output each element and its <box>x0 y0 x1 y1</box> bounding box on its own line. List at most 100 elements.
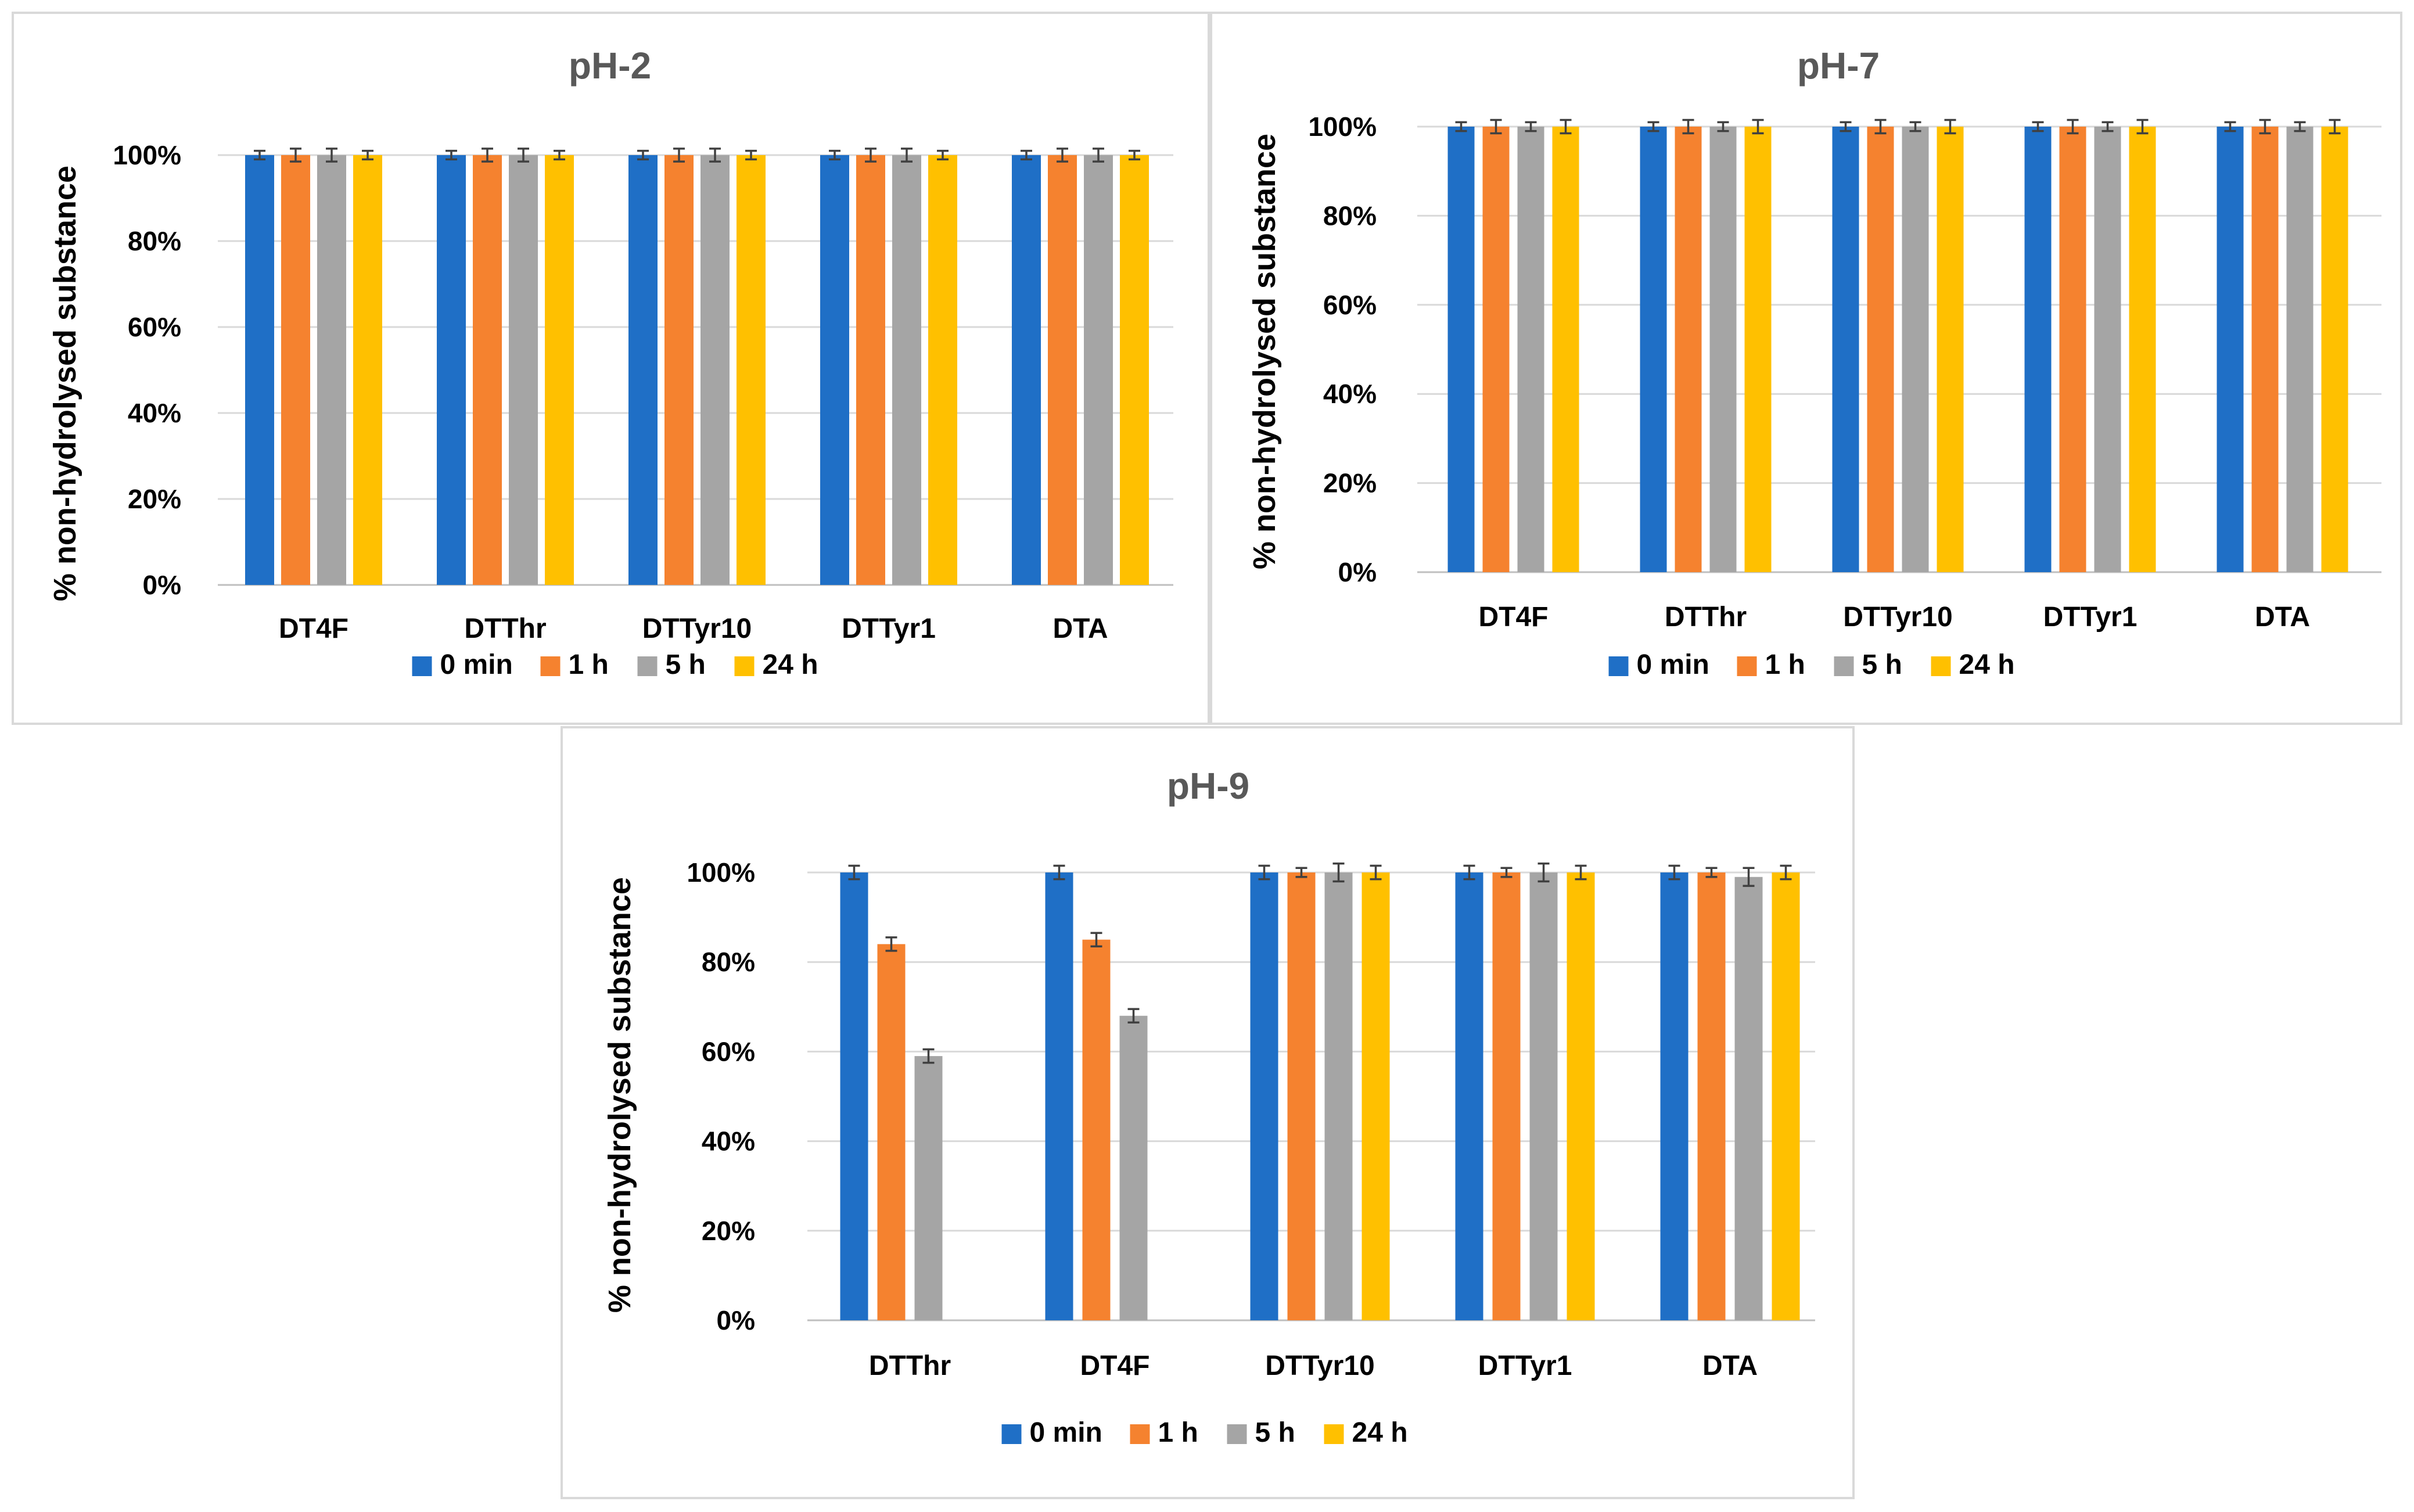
bar-dttyr10-24-h <box>1362 872 1390 1320</box>
chart-panel-ph7: pH-7 % non-hydrolysed substance 0% 20% 40%… <box>1210 12 2402 725</box>
bar-dttyr10-5-h <box>701 155 730 585</box>
x-category-label: DTA <box>1052 613 1108 644</box>
bar-dttyr1-24-h <box>1567 872 1595 1320</box>
bar-dttyr10-5-h <box>1902 127 1929 572</box>
panel-frame <box>561 726 1855 1499</box>
error-bar-dtthr-1-h <box>1682 118 1694 135</box>
legend-swatch <box>1608 656 1629 676</box>
x-category-label: DTTyr10 <box>1265 1351 1375 1381</box>
error-bar-dt4f-1-h <box>1090 932 1102 947</box>
legend-swatch <box>540 656 561 676</box>
x-category-label: DTA <box>1702 1351 1758 1381</box>
legend-item-5-h: 5 h <box>1227 1417 1295 1448</box>
y-tick-label: 40% <box>1323 379 1377 409</box>
x-category-label: DTThr <box>869 1351 951 1381</box>
panel-frame <box>1210 12 2402 725</box>
error-bar-dta-24-h <box>1780 864 1792 881</box>
bar-dta-1-h <box>1697 872 1726 1320</box>
bar-dta-24-h <box>2321 127 2348 572</box>
legend-label: 0 min <box>1030 1417 1102 1448</box>
x-category-label: DTThr <box>1665 602 1747 633</box>
bar-dttyr1-1-h <box>856 155 885 585</box>
bar-dttyr10-0-min <box>1250 872 1278 1320</box>
plot-area: 0% 20% 40% 60% 80% 100% DT4F DTThr DTTyr10 DTTyr1… <box>113 140 1173 644</box>
bar-dttyr1-24-h <box>2129 127 2156 572</box>
error-bar-dttyr10-24-h <box>1944 118 1956 135</box>
bar-dttyr10-24-h <box>1937 127 1964 572</box>
error-bar-dttyr1-0-min <box>2032 121 2044 132</box>
error-bar-dtthr-24-h <box>1752 118 1764 135</box>
error-bar-dtthr-1-h <box>482 148 493 163</box>
error-bar-dtthr-5-h <box>922 1048 935 1064</box>
legend-swatch <box>1130 1424 1150 1444</box>
error-bar-dt4f-0-min <box>1053 864 1065 881</box>
legend-swatch <box>637 656 658 676</box>
error-bar-dttyr1-24-h <box>937 149 949 161</box>
error-bar-dtthr-5-h <box>518 148 529 163</box>
legend-label: 24 h <box>1352 1417 1408 1448</box>
legend-label: 1 h <box>569 649 609 680</box>
bar-dt4f-5-h <box>317 155 346 585</box>
error-bar-dt4f-0-min <box>254 149 265 161</box>
error-bar-dt4f-1-h <box>1490 118 1502 135</box>
legend: 0 min 1 h 5 h 24 h <box>1608 649 2015 680</box>
legend-swatch <box>1324 1424 1344 1444</box>
error-bar-dttyr10-5-h <box>1909 121 1921 132</box>
bar-dt4f-1-h <box>1082 939 1111 1320</box>
bar-dtthr-1-h <box>877 944 906 1320</box>
error-bar-dt4f-5-h <box>1127 1008 1140 1024</box>
error-bar-dttyr1-1-h <box>1500 867 1513 878</box>
bar-dt4f-1-h <box>281 155 310 585</box>
bar-dta-0-min <box>1012 155 1041 585</box>
error-bar-dttyr10-0-min <box>637 149 649 161</box>
legend-label: 1 h <box>1765 649 1805 680</box>
bar-dttyr1-24-h <box>928 155 957 585</box>
error-bar-dtthr-0-min <box>1647 121 1659 132</box>
y-tick-label: 0% <box>717 1305 755 1335</box>
legend-label: 0 min <box>440 649 513 680</box>
chart-title: pH-7 <box>1797 45 1880 87</box>
bar-dta-1-h <box>1048 155 1077 585</box>
error-bar-dt4f-0-min <box>1455 121 1467 132</box>
error-bar-dt4f-1-h <box>290 148 301 163</box>
bar-dttyr10-24-h <box>737 155 766 585</box>
x-category-label: DT4F <box>1080 1351 1150 1381</box>
y-axis-title: % non-hydrolysed substance <box>602 877 637 1313</box>
error-bar-dttyr10-24-h <box>1370 864 1382 881</box>
y-tick-label: 40% <box>128 398 181 428</box>
error-bar-dttyr1-24-h <box>2136 118 2149 135</box>
bar-dt4f-24-h <box>1552 127 1579 572</box>
bar-dttyr1-1-h <box>1492 872 1521 1320</box>
error-bar-dta-0-min <box>2224 121 2236 132</box>
bar-dta-5-h <box>1084 155 1113 585</box>
bar-dttyr1-0-min <box>2024 127 2052 572</box>
y-tick-label: 100% <box>687 857 755 888</box>
error-bar-dta-24-h <box>1129 149 1140 161</box>
bar-dtthr-5-h <box>509 155 538 585</box>
bar-dta-0-min <box>2217 127 2244 572</box>
plot-area: 0% 20% 40% 60% 80% 100% DT4F DTThr DTTyr10 DTTyr1… <box>1308 112 2381 633</box>
error-bar-dtthr-0-min <box>446 149 457 161</box>
error-bar-dt4f-24-h <box>362 149 373 161</box>
legend-label: 5 h <box>1255 1417 1295 1448</box>
bar-dttyr1-5-h <box>1529 872 1558 1320</box>
legend-label: 1 h <box>1158 1417 1198 1448</box>
bar-dta-5-h <box>1734 877 1763 1320</box>
legend-item-5-h: 5 h <box>637 649 706 680</box>
error-bar-dtthr-24-h <box>554 149 565 161</box>
legend-label: 24 h <box>763 649 818 680</box>
error-bar-dttyr10-1-h <box>1295 867 1307 878</box>
y-axis-title: % non-hydrolysed substance <box>48 166 82 601</box>
x-category-label: DTTyr1 <box>842 613 936 644</box>
bar-dttyr1-0-min <box>820 155 849 585</box>
legend-item-24-h: 24 h <box>1931 649 2015 680</box>
bar-dttyr1-0-min <box>1455 872 1483 1320</box>
error-bar-dta-5-h <box>2294 121 2306 132</box>
legend-label: 24 h <box>1959 649 2015 680</box>
bar-dttyr10-5-h <box>1324 872 1353 1320</box>
bar-dtthr-0-min <box>840 872 868 1320</box>
bar-dttyr1-5-h <box>2094 127 2121 572</box>
legend-item-1-h: 1 h <box>1737 649 1805 680</box>
error-bar-dttyr10-0-min <box>1258 864 1270 881</box>
y-tick-label: 0% <box>143 570 181 600</box>
